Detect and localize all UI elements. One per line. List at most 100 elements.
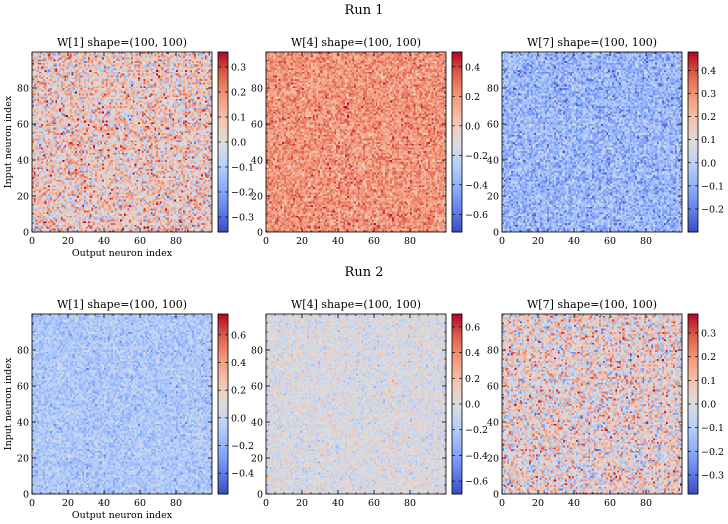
heatmap-cell <box>133 225 135 227</box>
heatmap-cell <box>172 221 174 223</box>
heatmap-cell <box>203 228 205 230</box>
heatmap-cell <box>106 223 108 225</box>
heatmap-cell <box>190 228 192 230</box>
heatmap-cell <box>169 228 171 230</box>
heatmap-cell <box>39 228 41 230</box>
heatmap-cell <box>48 223 50 225</box>
heatmap-cell <box>108 223 110 225</box>
heatmap-cell <box>120 221 122 223</box>
heatmap-cell <box>113 223 115 225</box>
heatmap-cell <box>64 221 66 223</box>
heatmap-cell <box>66 225 68 227</box>
heatmap-cell <box>192 225 194 227</box>
heatmap-cell <box>131 227 133 229</box>
heatmap-cell <box>50 221 52 223</box>
heatmap-cell <box>174 221 176 223</box>
heatmap-cell <box>142 223 144 225</box>
heatmap-cell <box>144 225 146 227</box>
heatmap-cell <box>162 227 164 229</box>
heatmap-cell <box>199 227 201 229</box>
heatmap-cell <box>198 221 200 223</box>
heatmap-cell <box>189 221 191 223</box>
heatmap-cell <box>39 225 41 227</box>
heatmap-cell <box>129 228 131 230</box>
heatmap-cell <box>70 223 72 225</box>
heatmap-cell <box>120 225 122 227</box>
heatmap-cell <box>203 221 205 223</box>
heatmap-cell <box>126 227 128 229</box>
heatmap-cell <box>178 223 180 225</box>
heatmap-cell <box>180 225 182 227</box>
heatmap-cell <box>117 228 119 230</box>
heatmap-cell <box>64 227 66 229</box>
heatmap-cell <box>163 225 165 227</box>
heatmap-cell <box>183 223 185 225</box>
heatmap-cell <box>208 225 210 227</box>
heatmap-cell <box>149 223 151 225</box>
heatmap-cell <box>118 223 120 225</box>
heatmap-cell <box>183 227 185 229</box>
heatmap-cell <box>124 223 126 225</box>
heatmap-cell <box>88 227 90 229</box>
heatmap-cell <box>151 227 153 229</box>
heatmap-cell <box>124 225 126 227</box>
heatmap-cell <box>50 219 52 221</box>
heatmap-cell <box>88 225 90 227</box>
heatmap-cell <box>97 228 99 230</box>
heatmap-cell <box>133 228 135 230</box>
heatmap-cell <box>129 223 131 225</box>
heatmap-cell <box>88 223 90 225</box>
heatmap-cell <box>55 219 57 221</box>
heatmap-cell <box>169 223 171 225</box>
heatmap-cell <box>154 227 156 229</box>
heatmap-cell <box>172 228 174 230</box>
heatmap-cell <box>39 227 41 229</box>
heatmap-cell <box>165 221 167 223</box>
heatmap-cell <box>120 228 122 230</box>
heatmap-cell <box>109 228 111 230</box>
heatmap-cell <box>70 221 72 223</box>
heatmap-cell <box>162 225 164 227</box>
heatmap-cell <box>57 228 59 230</box>
heatmap-cell <box>203 225 205 227</box>
heatmap-cell <box>153 225 155 227</box>
heatmap-cell <box>136 221 138 223</box>
heatmap-cell <box>73 219 75 221</box>
heatmap-cell <box>72 225 74 227</box>
heatmap-cell <box>181 221 183 223</box>
heatmap-cell <box>115 221 117 223</box>
heatmap-cell <box>37 227 39 229</box>
heatmap-cell <box>64 219 66 221</box>
heatmap-cell <box>79 223 81 225</box>
heatmap-cell <box>124 221 126 223</box>
heatmap-cell <box>198 225 200 227</box>
heatmap-cell <box>75 221 77 223</box>
heatmap-cell <box>39 219 41 221</box>
heatmap-cell <box>142 228 144 230</box>
heatmap-cell <box>144 227 146 229</box>
heatmap-cell <box>73 227 75 229</box>
heatmap-cell <box>190 225 192 227</box>
heatmap-cell <box>79 221 81 223</box>
heatmap-cell <box>41 219 43 221</box>
heatmap-cell <box>46 225 48 227</box>
heatmap-cell <box>162 228 164 230</box>
heatmap-cell <box>167 223 169 225</box>
heatmap-cell <box>189 223 191 225</box>
heatmap-cell <box>165 228 167 230</box>
heatmap-cell <box>174 223 176 225</box>
heatmap-cell <box>122 225 124 227</box>
heatmap-cell <box>86 223 88 225</box>
heatmap-cell <box>181 223 183 225</box>
heatmap-cell <box>73 223 75 225</box>
heatmap-cell <box>50 223 52 225</box>
heatmap-cell <box>61 227 63 229</box>
heatmap-cell <box>37 225 39 227</box>
heatmap-cell <box>95 223 97 225</box>
heatmap-cell <box>198 223 200 225</box>
heatmap-cell <box>108 225 110 227</box>
heatmap-cell <box>194 228 196 230</box>
heatmap-cell <box>174 225 176 227</box>
heatmap-cell <box>86 221 88 223</box>
heatmap-cell <box>185 223 187 225</box>
